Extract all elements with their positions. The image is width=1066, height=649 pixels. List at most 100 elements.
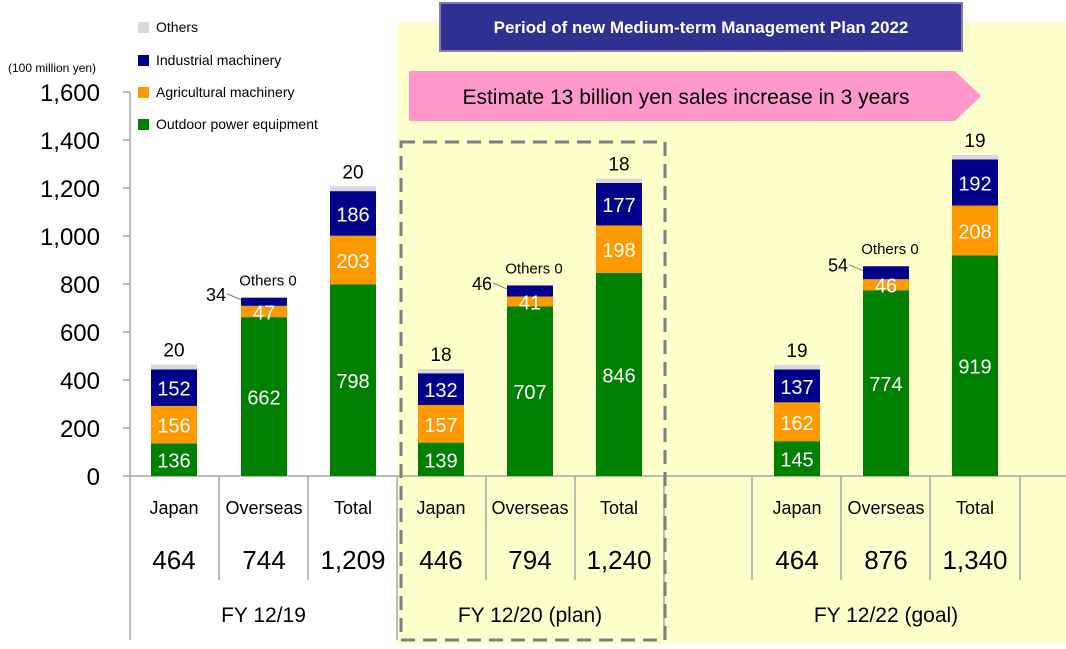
- legend-swatch-industrial: [138, 55, 149, 66]
- bar-segment-agri: [241, 305, 287, 318]
- legend-label-industrial: Industrial machinery: [156, 52, 281, 68]
- total-value-label: 744: [242, 545, 285, 575]
- bar-segment-others: [418, 368, 464, 374]
- bar-value-label-outdoor: 662: [247, 388, 280, 410]
- bar-segment-agri: [952, 205, 998, 256]
- bar-segment-agri: [418, 404, 464, 443]
- category-label: Japan: [772, 498, 821, 518]
- others-value-label: Others 0: [861, 241, 919, 258]
- category-label: Overseas: [225, 498, 302, 518]
- leader-line: [848, 264, 864, 272]
- y-tick-label: 1,200: [40, 176, 100, 203]
- category-label: Total: [600, 498, 638, 518]
- legend-swatch-agricultural: [138, 87, 149, 98]
- arrow-text: Estimate 13 billion yen sales increase i…: [462, 86, 909, 109]
- bar-segment-industrial: [952, 159, 998, 206]
- total-value-label: 1,209: [320, 545, 385, 575]
- bar-segment-outdoor: [596, 272, 642, 476]
- bar-segment-industrial: [418, 373, 464, 405]
- bar-value-label-agri: 47: [253, 302, 275, 324]
- bar-segment-agri: [596, 225, 642, 273]
- bar-value-label-agri: 198: [602, 240, 635, 262]
- bar-segment-industrial: [507, 285, 553, 297]
- plan-highlight-box: [399, 140, 667, 642]
- bar-value-label-outdoor: 846: [602, 365, 635, 387]
- bar-value-label-outdoor: 136: [157, 451, 190, 473]
- bar-segment-outdoor: [863, 290, 909, 476]
- bar-value-label-agri: 156: [157, 416, 190, 438]
- legend-label-outdoor: Outdoor power equipment: [156, 116, 318, 132]
- others-value-label: 20: [342, 162, 363, 183]
- bar-value-label-outdoor: 919: [958, 357, 991, 379]
- legend-label-others: Others: [156, 19, 198, 35]
- total-value-label: 794: [508, 545, 551, 575]
- category-label: Total: [334, 498, 372, 518]
- others-value-label: 19: [964, 131, 985, 152]
- others-value-label: 18: [430, 345, 451, 366]
- y-tick-label: 200: [60, 416, 100, 443]
- total-value-label: 446: [419, 545, 462, 575]
- bar-value-label-outdoor: 145: [780, 450, 813, 472]
- bar-segment-others: [952, 154, 998, 160]
- others-value-label: Others 0: [505, 260, 563, 277]
- bar-segment-industrial: [596, 182, 642, 226]
- bar-segment-industrial: [241, 297, 287, 306]
- bar-segment-others: [151, 364, 197, 370]
- legend-label-agricultural: Agricultural machinery: [156, 84, 295, 100]
- bar-segment-outdoor: [418, 442, 464, 476]
- others-value-label: 18: [608, 155, 629, 176]
- group-label: FY 12/20 (plan): [458, 604, 602, 627]
- bar-value-label-industrial: 192: [958, 173, 991, 195]
- banner-title: Period of new Medium-term Management Pla…: [494, 18, 909, 37]
- bar-value-label-industrial: 186: [336, 204, 369, 226]
- bar-segment-industrial: [863, 266, 909, 280]
- category-label: Japan: [416, 498, 465, 518]
- bar-value-label-outdoor: 139: [424, 450, 457, 472]
- bar-segment-agri: [774, 402, 820, 442]
- total-value-label: 464: [775, 545, 818, 575]
- bar-segment-outdoor: [774, 441, 820, 476]
- others-value-label: 20: [163, 341, 184, 362]
- bar-segment-others: [596, 178, 642, 183]
- total-value-label: 1,240: [586, 545, 651, 575]
- bar-segment-outdoor: [330, 284, 376, 476]
- bar-segment-industrial: [330, 191, 376, 236]
- bar-segment-industrial: [151, 369, 197, 406]
- group-label: FY 12/19: [221, 604, 306, 627]
- bar-value-label-agri: 203: [336, 251, 369, 273]
- leader-line: [492, 282, 508, 290]
- bar-segment-outdoor: [952, 255, 998, 476]
- bar-segment-industrial: [774, 369, 820, 403]
- bar-value-label-agri: 41: [519, 292, 541, 314]
- increase-arrow: [409, 71, 981, 121]
- y-tick-label: 600: [60, 320, 100, 347]
- others-value-label: Others 0: [239, 273, 297, 290]
- legend-swatch-outdoor: [138, 119, 149, 130]
- bar-segment-others: [330, 186, 376, 192]
- bar-value-label-outdoor: 707: [513, 382, 546, 404]
- bar-segment-agri: [863, 279, 909, 291]
- category-label: Japan: [149, 498, 198, 518]
- bar-segment-agri: [330, 235, 376, 285]
- legend: Others Industrial machinery Agricultural…: [138, 19, 318, 132]
- total-value-label: 876: [864, 545, 907, 575]
- y-tick-label: 0: [87, 464, 100, 491]
- industrial-value-label: 34: [206, 285, 226, 305]
- bar-value-label-outdoor: 774: [869, 374, 902, 396]
- banner-box: [439, 2, 963, 52]
- bar-segment-agri: [151, 405, 197, 444]
- leader-line: [226, 293, 242, 301]
- bar-segment-agri: [507, 296, 553, 307]
- category-label: Overseas: [491, 498, 568, 518]
- bar-value-label-industrial: 132: [424, 380, 457, 402]
- bar-value-label-industrial: 137: [780, 377, 813, 399]
- category-label: Overseas: [847, 498, 924, 518]
- y-axis-unit: (100 million yen): [8, 61, 96, 75]
- total-value-label: 1,340: [942, 545, 1007, 575]
- bar-value-label-agri: 46: [875, 276, 897, 298]
- bar-segment-outdoor: [507, 306, 553, 476]
- bar-value-label-agri: 162: [780, 413, 813, 435]
- y-tick-label: 1,600: [40, 80, 100, 107]
- y-tick-label: 800: [60, 272, 100, 299]
